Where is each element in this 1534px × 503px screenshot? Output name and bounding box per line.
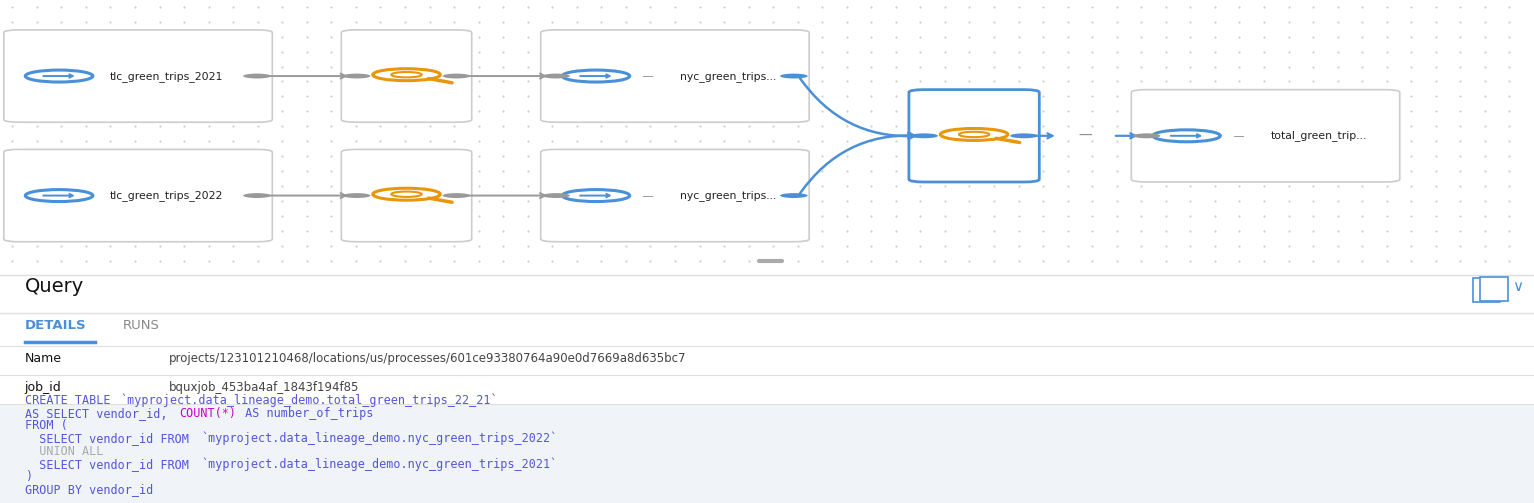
Circle shape bbox=[242, 193, 270, 198]
Text: —: — bbox=[640, 71, 657, 81]
Text: GROUP BY vendor_id: GROUP BY vendor_id bbox=[25, 483, 153, 496]
Circle shape bbox=[373, 69, 440, 80]
Text: SELECT vendor_id FROM: SELECT vendor_id FROM bbox=[25, 432, 195, 445]
Text: UNION ALL: UNION ALL bbox=[25, 445, 103, 458]
Text: CREATE TABLE: CREATE TABLE bbox=[25, 394, 117, 407]
Circle shape bbox=[25, 70, 92, 82]
Text: nyc_green_trips...: nyc_green_trips... bbox=[681, 70, 776, 81]
Text: Query: Query bbox=[25, 277, 84, 296]
Text: bquxjob_453ba4af_1843f194f85: bquxjob_453ba4af_1843f194f85 bbox=[169, 381, 359, 394]
Circle shape bbox=[442, 73, 469, 78]
Text: ∨: ∨ bbox=[1513, 279, 1523, 294]
FancyBboxPatch shape bbox=[540, 30, 810, 122]
Text: `myproject.data_lineage_demo.total_green_trips_22_21`: `myproject.data_lineage_demo.total_green… bbox=[120, 393, 499, 407]
Text: FROM (: FROM ( bbox=[25, 420, 67, 433]
FancyBboxPatch shape bbox=[3, 30, 272, 122]
Circle shape bbox=[442, 193, 469, 198]
Text: SELECT vendor_id FROM: SELECT vendor_id FROM bbox=[25, 458, 195, 471]
Text: RUNS: RUNS bbox=[123, 319, 160, 332]
Text: AS number_of_trips: AS number_of_trips bbox=[238, 407, 373, 420]
Text: Name: Name bbox=[25, 352, 61, 365]
FancyBboxPatch shape bbox=[341, 149, 472, 242]
Circle shape bbox=[1132, 133, 1160, 138]
FancyBboxPatch shape bbox=[908, 90, 1040, 182]
Circle shape bbox=[25, 190, 92, 202]
Text: —: — bbox=[1230, 131, 1247, 141]
Circle shape bbox=[940, 128, 1008, 140]
Circle shape bbox=[344, 73, 371, 78]
FancyBboxPatch shape bbox=[3, 149, 272, 242]
Circle shape bbox=[242, 73, 270, 78]
Text: —: — bbox=[640, 191, 657, 201]
Circle shape bbox=[779, 193, 807, 198]
FancyBboxPatch shape bbox=[1131, 90, 1399, 182]
Circle shape bbox=[1009, 133, 1037, 138]
Circle shape bbox=[344, 193, 371, 198]
FancyBboxPatch shape bbox=[540, 149, 810, 242]
Text: ): ) bbox=[25, 470, 32, 483]
Circle shape bbox=[1154, 130, 1221, 142]
Text: AS SELECT vendor_id,: AS SELECT vendor_id, bbox=[25, 407, 175, 420]
Text: DETAILS: DETAILS bbox=[25, 319, 86, 332]
Circle shape bbox=[959, 132, 989, 137]
Bar bbox=[0, 403, 1534, 503]
Circle shape bbox=[391, 192, 422, 197]
Text: COUNT(*): COUNT(*) bbox=[179, 407, 236, 420]
Circle shape bbox=[542, 193, 571, 198]
Text: job_id: job_id bbox=[25, 381, 61, 394]
Text: —: — bbox=[1078, 129, 1092, 143]
Circle shape bbox=[561, 70, 630, 82]
Circle shape bbox=[561, 190, 630, 202]
Text: `myproject.data_lineage_demo.nyc_green_trips_2022`: `myproject.data_lineage_demo.nyc_green_t… bbox=[201, 432, 557, 445]
FancyBboxPatch shape bbox=[341, 30, 472, 122]
Circle shape bbox=[542, 73, 571, 78]
Text: nyc_green_trips...: nyc_green_trips... bbox=[681, 190, 776, 201]
Text: projects/123101210468/locations/us/processes/601ce93380764a90e0d7669a8d635bc7: projects/123101210468/locations/us/proce… bbox=[169, 352, 686, 365]
Text: total_green_trip...: total_green_trip... bbox=[1270, 130, 1367, 141]
Text: `myproject.data_lineage_demo.nyc_green_trips_2021`: `myproject.data_lineage_demo.nyc_green_t… bbox=[201, 457, 557, 471]
Text: tlc_green_trips_2021: tlc_green_trips_2021 bbox=[110, 70, 222, 81]
Circle shape bbox=[910, 133, 939, 138]
FancyBboxPatch shape bbox=[1473, 278, 1500, 302]
Circle shape bbox=[779, 73, 807, 78]
Circle shape bbox=[391, 72, 422, 77]
FancyBboxPatch shape bbox=[1480, 277, 1508, 301]
Circle shape bbox=[373, 188, 440, 200]
Text: tlc_green_trips_2022: tlc_green_trips_2022 bbox=[110, 190, 222, 201]
